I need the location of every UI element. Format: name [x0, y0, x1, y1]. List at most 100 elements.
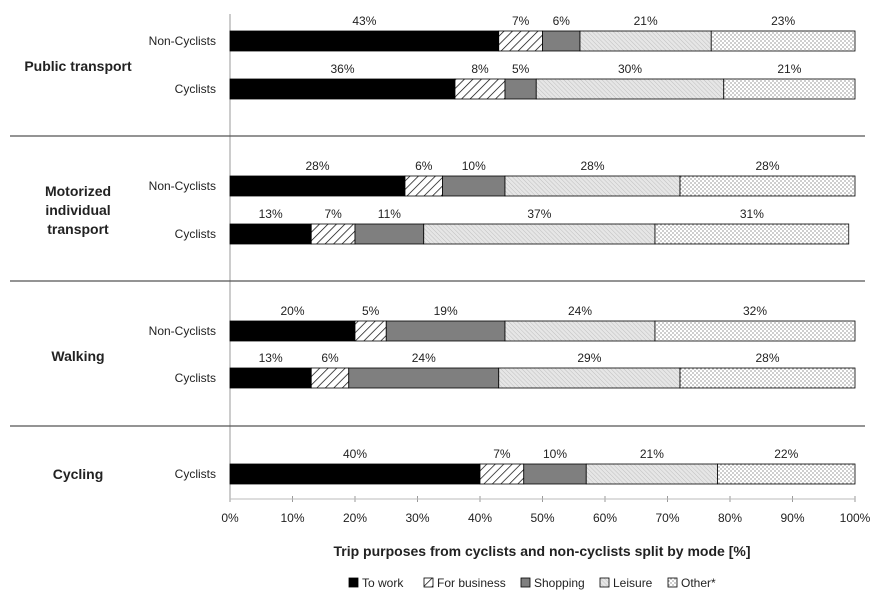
- bar-segment-to-work: [229, 175, 406, 197]
- row-label: Cyclists: [175, 227, 216, 241]
- legend: To work For business Shopping Leisure Other*: [348, 576, 716, 590]
- bar-segment-shopping: [523, 463, 587, 485]
- bar-segment-leisure: [585, 463, 718, 485]
- data-label: 21%: [777, 62, 801, 76]
- data-label: 7%: [512, 14, 530, 28]
- data-label: 28%: [755, 351, 779, 365]
- bar-segment-leisure: [504, 320, 656, 342]
- data-label: 43%: [352, 14, 376, 28]
- labels-layer: Public transport Non-Cyclists 43% 7% 6% 21% 23…: [24, 14, 801, 482]
- group-label: transport: [47, 221, 109, 237]
- data-label: 24%: [568, 304, 592, 318]
- data-label: 23%: [771, 14, 795, 28]
- data-label: 7%: [493, 447, 511, 461]
- data-label: 37%: [527, 207, 551, 221]
- group-label: Cycling: [53, 466, 104, 482]
- x-tick-label: 50%: [530, 511, 554, 525]
- bar-segment-shopping: [348, 367, 500, 389]
- bar-segment-other: [654, 320, 856, 342]
- group-label: Walking: [51, 348, 104, 364]
- group-label: Public transport: [24, 58, 132, 74]
- legend-label: Leisure: [613, 576, 653, 590]
- row-label: Cyclists: [175, 371, 216, 385]
- legend-label: Other*: [681, 576, 716, 590]
- data-label: 11%: [378, 207, 401, 221]
- row-label: Non-Cyclists: [149, 324, 216, 338]
- data-label: 28%: [580, 159, 604, 173]
- bar-segment-other: [654, 223, 850, 245]
- data-label: 22%: [774, 447, 798, 461]
- data-label: 24%: [412, 351, 436, 365]
- data-label: 5%: [362, 304, 380, 318]
- data-label: 20%: [280, 304, 304, 318]
- data-label: 28%: [305, 159, 329, 173]
- data-label: 13%: [259, 207, 283, 221]
- bar-segment-to-work: [229, 78, 456, 100]
- data-label: 13%: [259, 351, 283, 365]
- data-label: 19%: [434, 304, 458, 318]
- bar-segment-shopping: [542, 30, 581, 52]
- data-label: 6%: [553, 14, 571, 28]
- bar-segment-to-work: [229, 223, 312, 245]
- data-label: 21%: [634, 14, 658, 28]
- data-label: 10%: [462, 159, 486, 173]
- legend-label: For business: [437, 576, 506, 590]
- bar-segment-to-work: [229, 367, 312, 389]
- bar-segment-for-business: [310, 367, 350, 389]
- bar-segment-leisure: [498, 367, 681, 389]
- x-tick-label: 0%: [221, 511, 239, 525]
- data-label: 10%: [543, 447, 567, 461]
- legend-swatch: [520, 577, 531, 588]
- bar-segment-other: [710, 30, 856, 52]
- bar-segment-to-work: [229, 320, 356, 342]
- bar-segment-leisure: [535, 78, 725, 100]
- x-tick-label: 60%: [593, 511, 617, 525]
- group-separators: [10, 135, 865, 427]
- data-label: 30%: [618, 62, 642, 76]
- bar-segment-to-work: [229, 30, 500, 52]
- data-label: 5%: [512, 62, 530, 76]
- data-label: 6%: [415, 159, 433, 173]
- legend-label: To work: [362, 576, 404, 590]
- legend-swatch: [423, 577, 434, 588]
- group-label: Motorized: [45, 183, 111, 199]
- bar-segment-other: [717, 463, 856, 485]
- x-axis: 0% 10% 20% 30% 40% 50% 60% 70% 80% 90% 100%: [221, 496, 871, 525]
- bar-segment-leisure: [423, 223, 656, 245]
- data-label: 29%: [577, 351, 601, 365]
- bar-segment-other: [723, 78, 856, 100]
- bar-segment-for-business: [404, 175, 443, 197]
- bar-segment-shopping: [442, 175, 506, 197]
- data-label: 21%: [640, 447, 664, 461]
- row-label: Cyclists: [175, 467, 216, 481]
- row-label: Non-Cyclists: [149, 179, 216, 193]
- x-tick-label: 70%: [655, 511, 679, 525]
- bar-segment-to-work: [229, 463, 481, 485]
- data-label: 8%: [471, 62, 489, 76]
- legend-label: Shopping: [534, 576, 585, 590]
- bar-segment-for-business: [354, 320, 387, 342]
- bar-segment-shopping: [385, 320, 506, 342]
- legend-swatch: [348, 577, 359, 588]
- bar-segment-for-business: [479, 463, 525, 485]
- data-label: 32%: [743, 304, 767, 318]
- x-tick-label: 90%: [780, 511, 804, 525]
- group-label: individual: [45, 202, 110, 218]
- data-label: 31%: [740, 207, 764, 221]
- data-label: 6%: [321, 351, 339, 365]
- bar-segment-shopping: [504, 78, 537, 100]
- data-label: 36%: [330, 62, 354, 76]
- bar-segment-other: [679, 175, 856, 197]
- bar-segment-other: [679, 367, 856, 389]
- data-label: 7%: [324, 207, 342, 221]
- row-label: Non-Cyclists: [149, 34, 216, 48]
- x-tick-label: 30%: [405, 511, 429, 525]
- x-tick-label: 80%: [718, 511, 742, 525]
- bars-layer: [229, 30, 856, 485]
- bar-segment-for-business: [310, 223, 356, 245]
- bar-segment-leisure: [579, 30, 712, 52]
- legend-swatch: [667, 577, 678, 588]
- data-label: 28%: [755, 159, 779, 173]
- data-label: 40%: [343, 447, 367, 461]
- x-tick-label: 20%: [343, 511, 367, 525]
